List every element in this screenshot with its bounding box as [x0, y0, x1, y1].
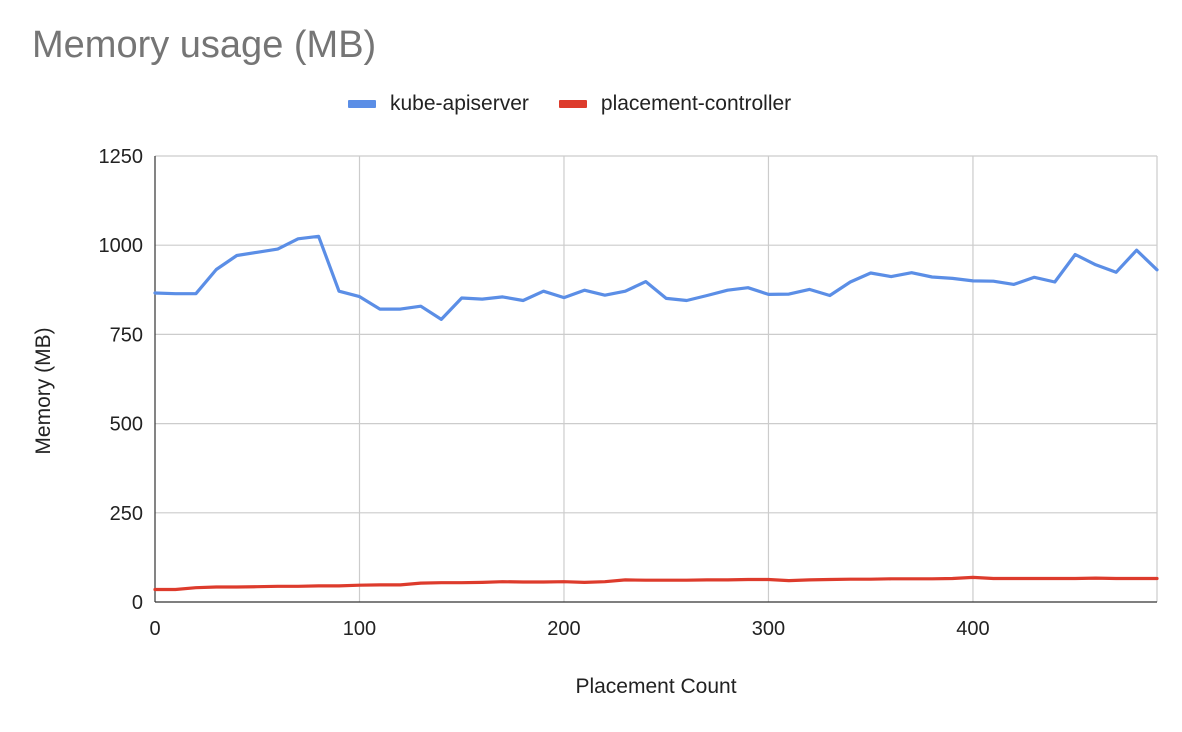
legend-label-kube-apiserver: kube-apiserver — [390, 92, 529, 115]
y-tick-label: 1000 — [99, 235, 144, 257]
legend-swatch-placement-controller — [558, 100, 587, 108]
chart-title: Memory usage (MB) — [32, 24, 377, 66]
y-tick-label: 0 — [132, 592, 143, 614]
series-line-placement-controller — [153, 575, 1159, 592]
legend-label-placement-controller: placement-controller — [600, 92, 792, 115]
y-tick-label: 1250 — [99, 146, 144, 168]
x-tick-label: 300 — [752, 618, 785, 640]
x-axis-title: Placement Count — [575, 675, 736, 698]
legend-item-placement-controller: placement-controller — [558, 92, 792, 116]
series-line-kube-apiserver — [153, 234, 1159, 321]
x-tick-label: 100 — [343, 618, 376, 640]
legend: kube-apiserver placement-controller — [348, 92, 821, 116]
y-tick-label: 500 — [110, 414, 143, 436]
legend-swatch-kube-apiserver — [348, 100, 376, 108]
x-tick-label: 0 — [149, 618, 160, 640]
y-tick-label: 250 — [110, 503, 143, 525]
y-tick-label: 750 — [110, 324, 143, 346]
y-axis-title: Memory (MB) — [32, 327, 55, 454]
legend-item-kube-apiserver: kube-apiserver — [348, 92, 529, 116]
x-tick-label: 400 — [956, 618, 989, 640]
x-tick-label: 200 — [547, 618, 580, 640]
